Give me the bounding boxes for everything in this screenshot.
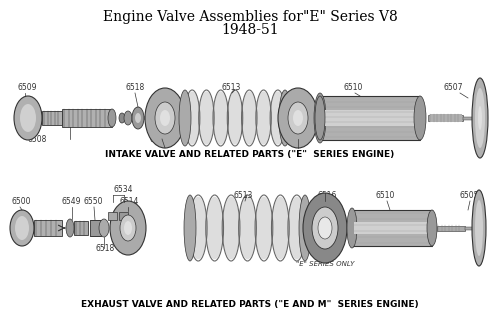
Ellipse shape bbox=[190, 197, 207, 259]
Ellipse shape bbox=[239, 197, 256, 259]
Ellipse shape bbox=[312, 207, 338, 249]
Ellipse shape bbox=[124, 111, 132, 125]
Ellipse shape bbox=[99, 219, 109, 237]
Text: 6534: 6534 bbox=[113, 185, 132, 194]
Text: "E" SERIES ONLY: "E" SERIES ONLY bbox=[296, 261, 354, 267]
Text: INTAKE VALVE AND RELATED PARTS ("E"  SERIES ENGINE): INTAKE VALVE AND RELATED PARTS ("E" SERI… bbox=[106, 150, 395, 160]
Text: 6549: 6549 bbox=[62, 197, 82, 206]
Ellipse shape bbox=[184, 91, 200, 145]
Text: 6550: 6550 bbox=[84, 197, 103, 206]
Ellipse shape bbox=[256, 91, 271, 145]
Ellipse shape bbox=[270, 91, 285, 145]
Ellipse shape bbox=[14, 96, 42, 140]
Text: 6513: 6513 bbox=[233, 191, 252, 200]
Text: 6500: 6500 bbox=[12, 197, 32, 206]
Bar bbox=[90, 220, 101, 236]
Bar bbox=[428, 115, 463, 121]
Ellipse shape bbox=[222, 197, 240, 259]
Ellipse shape bbox=[179, 90, 191, 146]
Ellipse shape bbox=[160, 110, 170, 126]
Ellipse shape bbox=[108, 109, 116, 127]
Bar bbox=[430, 114, 462, 122]
Bar bbox=[74, 221, 88, 235]
Bar bbox=[463, 116, 478, 120]
Text: 6514: 6514 bbox=[120, 197, 140, 206]
Ellipse shape bbox=[20, 104, 36, 132]
Ellipse shape bbox=[414, 96, 426, 140]
Text: EXHAUST VALVE AND RELATED PARTS ("E AND M"  SERIES ENGINE): EXHAUST VALVE AND RELATED PARTS ("E AND … bbox=[81, 301, 419, 309]
Ellipse shape bbox=[145, 88, 185, 148]
Ellipse shape bbox=[303, 193, 347, 263]
Ellipse shape bbox=[315, 96, 325, 140]
Ellipse shape bbox=[110, 201, 146, 255]
Ellipse shape bbox=[314, 93, 326, 143]
Ellipse shape bbox=[272, 197, 289, 259]
Bar bbox=[42, 111, 62, 125]
Ellipse shape bbox=[184, 195, 196, 261]
Ellipse shape bbox=[427, 210, 437, 246]
Text: 6514: 6514 bbox=[150, 135, 170, 144]
Ellipse shape bbox=[293, 110, 303, 126]
Ellipse shape bbox=[472, 190, 486, 266]
Text: 6518: 6518 bbox=[125, 83, 144, 92]
Ellipse shape bbox=[199, 91, 214, 145]
Ellipse shape bbox=[66, 219, 74, 237]
Bar bbox=[144, 116, 156, 120]
Text: Engine Valve Assemblies for"E" Series V8: Engine Valve Assemblies for"E" Series V8 bbox=[102, 10, 398, 24]
Ellipse shape bbox=[478, 106, 482, 130]
Text: 6510: 6510 bbox=[375, 191, 394, 200]
Bar bbox=[320, 96, 420, 140]
Ellipse shape bbox=[155, 102, 175, 134]
Text: 6509: 6509 bbox=[17, 83, 36, 92]
Ellipse shape bbox=[288, 197, 306, 259]
Ellipse shape bbox=[15, 216, 29, 240]
Ellipse shape bbox=[475, 200, 483, 256]
Ellipse shape bbox=[279, 90, 291, 146]
Text: 6518: 6518 bbox=[96, 244, 115, 253]
Ellipse shape bbox=[318, 217, 332, 239]
Ellipse shape bbox=[475, 88, 485, 148]
Bar bbox=[119, 212, 128, 220]
Ellipse shape bbox=[278, 88, 318, 148]
Text: 6507: 6507 bbox=[444, 83, 464, 92]
Bar bbox=[465, 226, 477, 230]
Text: 6505: 6505 bbox=[460, 191, 479, 200]
Text: 6516: 6516 bbox=[317, 191, 336, 200]
Ellipse shape bbox=[10, 210, 34, 246]
Ellipse shape bbox=[472, 78, 488, 158]
Bar bbox=[352, 210, 432, 246]
Ellipse shape bbox=[132, 107, 144, 129]
Ellipse shape bbox=[347, 208, 357, 248]
Bar bbox=[34, 220, 62, 236]
Ellipse shape bbox=[124, 221, 132, 235]
Ellipse shape bbox=[228, 91, 242, 145]
Text: 6516: 6516 bbox=[284, 135, 304, 144]
Bar bbox=[108, 212, 117, 220]
Ellipse shape bbox=[242, 91, 257, 145]
Ellipse shape bbox=[299, 195, 311, 261]
Bar bbox=[322, 110, 418, 126]
Text: 1948-51: 1948-51 bbox=[221, 23, 279, 37]
Text: 6508: 6508 bbox=[28, 135, 48, 144]
Bar bbox=[437, 225, 465, 231]
Ellipse shape bbox=[213, 91, 228, 145]
Ellipse shape bbox=[119, 113, 125, 123]
Ellipse shape bbox=[256, 197, 272, 259]
Text: 6513: 6513 bbox=[222, 83, 242, 92]
Bar bbox=[354, 222, 430, 234]
Ellipse shape bbox=[120, 215, 136, 241]
Text: 6510: 6510 bbox=[344, 83, 364, 92]
Bar bbox=[62, 109, 112, 127]
Ellipse shape bbox=[206, 197, 224, 259]
Ellipse shape bbox=[288, 102, 308, 134]
Ellipse shape bbox=[135, 113, 141, 123]
